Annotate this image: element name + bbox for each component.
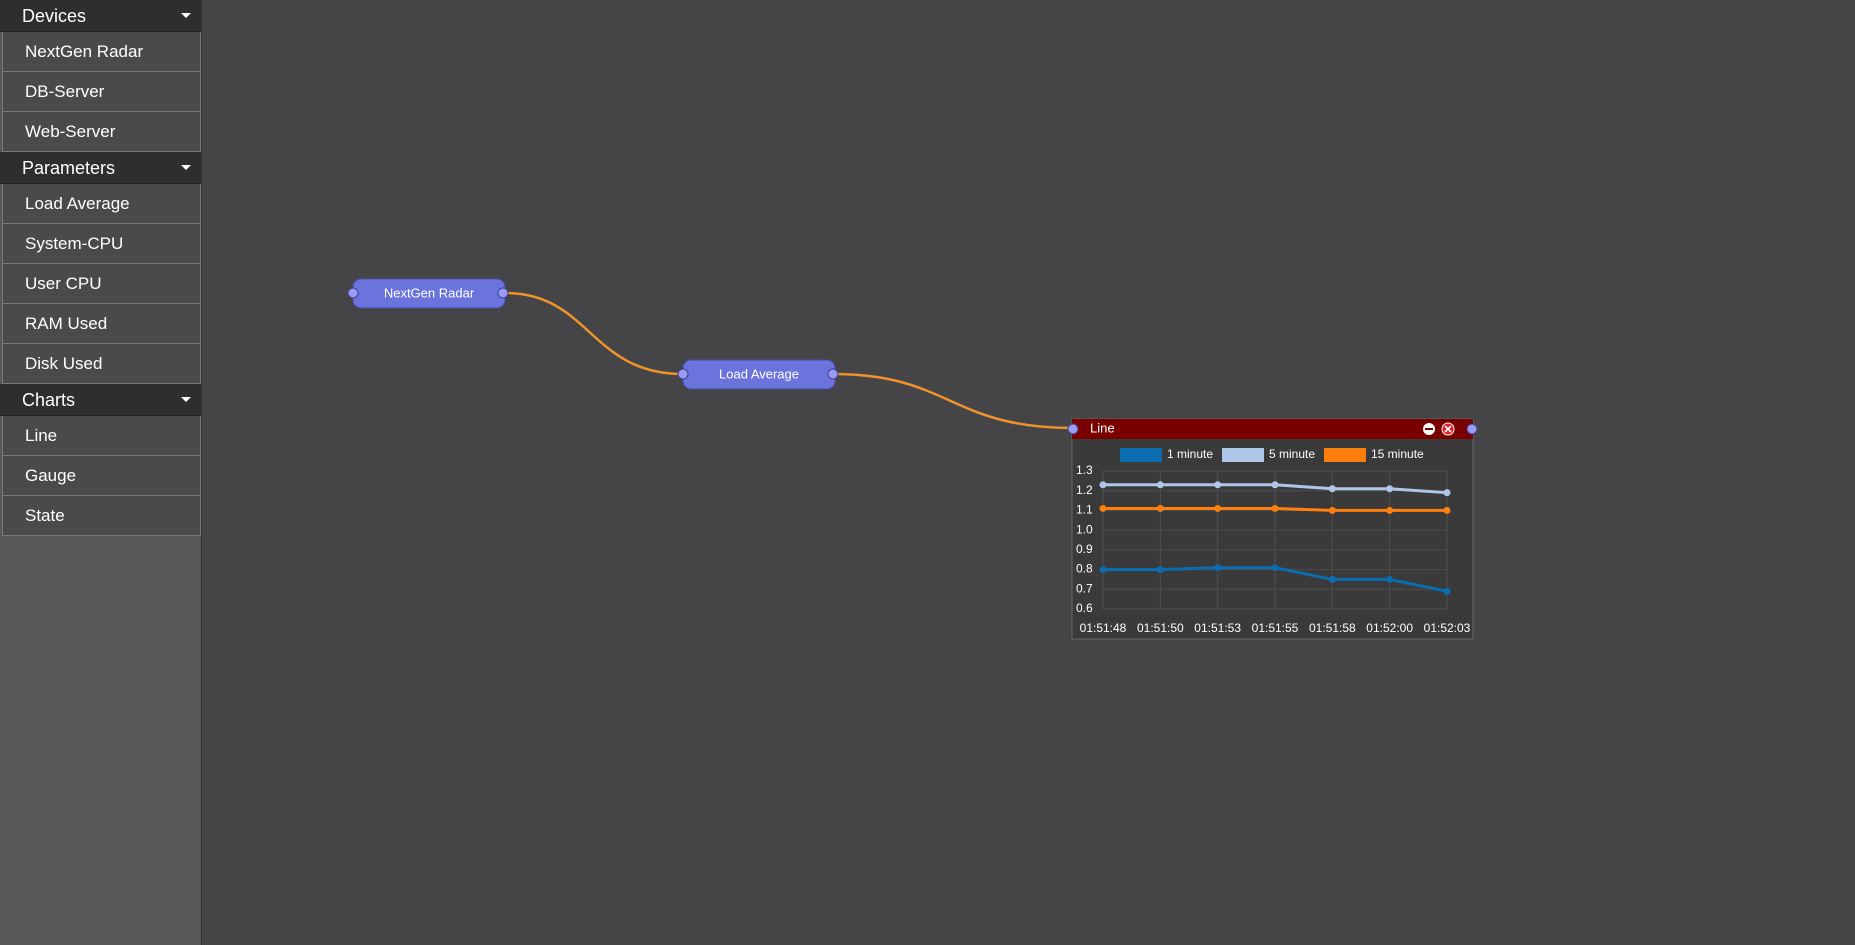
section-header[interactable]: Devices bbox=[0, 0, 201, 32]
x-tick-label: 01:51:58 bbox=[1309, 621, 1356, 635]
data-point bbox=[1328, 506, 1336, 514]
palette-item[interactable]: NextGen Radar bbox=[2, 32, 201, 72]
data-point bbox=[1156, 481, 1164, 489]
data-point bbox=[1156, 566, 1164, 574]
sidebar: Devices NextGen Radar DB-Server Web-Server P… bbox=[0, 0, 202, 945]
port[interactable] bbox=[677, 368, 689, 380]
data-point bbox=[1214, 481, 1222, 489]
palette-item[interactable]: Disk Used bbox=[2, 344, 201, 384]
x-tick-label: 01:51:48 bbox=[1080, 621, 1127, 635]
x-tick-label: 01:51:55 bbox=[1252, 621, 1299, 635]
data-point bbox=[1099, 504, 1107, 512]
y-tick-label: 1.2 bbox=[1076, 483, 1093, 497]
legend-swatch bbox=[1324, 448, 1366, 462]
data-point bbox=[1443, 489, 1451, 497]
palette-item[interactable]: System-CPU bbox=[2, 224, 201, 264]
data-point bbox=[1271, 504, 1279, 512]
palette-item[interactable]: Line bbox=[2, 416, 201, 456]
x-tick-label: 01:51:50 bbox=[1137, 621, 1184, 635]
data-point bbox=[1271, 564, 1279, 572]
data-point bbox=[1214, 564, 1222, 572]
palette-item[interactable]: RAM Used bbox=[2, 304, 201, 344]
port[interactable] bbox=[347, 287, 359, 299]
data-point bbox=[1328, 485, 1336, 493]
wire bbox=[504, 291, 684, 376]
y-tick-label: 1.1 bbox=[1076, 503, 1093, 517]
data-point bbox=[1386, 575, 1394, 583]
port[interactable] bbox=[1466, 423, 1478, 435]
data-point bbox=[1386, 485, 1394, 493]
legend-label: 15 minute bbox=[1371, 447, 1424, 461]
x-tick-label: 01:51:53 bbox=[1194, 621, 1241, 635]
y-tick-label: 0.6 bbox=[1076, 601, 1093, 615]
data-point bbox=[1328, 575, 1336, 583]
node-label: Load Average bbox=[719, 366, 799, 381]
widget-titlebar bbox=[1072, 419, 1473, 439]
data-point bbox=[1156, 504, 1164, 512]
x-tick-label: 01:52:03 bbox=[1424, 621, 1471, 635]
palette-item[interactable]: Web-Server bbox=[2, 112, 201, 152]
data-point bbox=[1386, 506, 1394, 514]
node-label: NextGen Radar bbox=[384, 285, 475, 300]
legend-label: 5 minute bbox=[1269, 447, 1315, 461]
section-header[interactable]: Charts bbox=[0, 384, 201, 416]
port[interactable] bbox=[497, 287, 509, 299]
y-tick-label: 0.8 bbox=[1076, 562, 1093, 576]
close-icon bbox=[1444, 425, 1452, 433]
section-header[interactable]: Parameters bbox=[0, 152, 201, 184]
data-point bbox=[1099, 481, 1107, 489]
minimize-icon bbox=[1425, 428, 1433, 430]
legend-label: 1 minute bbox=[1167, 447, 1213, 461]
data-point bbox=[1443, 587, 1451, 595]
y-tick-label: 1.3 bbox=[1076, 463, 1093, 477]
data-point bbox=[1443, 506, 1451, 514]
y-tick-label: 0.9 bbox=[1076, 542, 1093, 556]
data-point bbox=[1099, 566, 1107, 574]
data-point bbox=[1214, 504, 1222, 512]
palette-item[interactable]: Gauge bbox=[2, 456, 201, 496]
wire bbox=[832, 372, 1074, 430]
port[interactable] bbox=[827, 368, 839, 380]
y-tick-label: 0.7 bbox=[1076, 581, 1093, 595]
palette-item[interactable]: User CPU bbox=[2, 264, 201, 304]
chart-widget: Line 0.6 0.7 0.8 0.9 1.0 1.1 1.2 1.3 01:51:48 01:… bbox=[1067, 418, 1478, 640]
y-tick-label: 1.0 bbox=[1076, 522, 1093, 536]
x-tick-label: 01:52:00 bbox=[1366, 621, 1413, 635]
port[interactable] bbox=[1067, 423, 1079, 435]
widget-title: Line bbox=[1090, 420, 1115, 435]
legend-swatch bbox=[1120, 448, 1162, 462]
palette-item[interactable]: DB-Server bbox=[2, 72, 201, 112]
palette-item[interactable]: State bbox=[2, 496, 201, 536]
palette-item[interactable]: Load Average bbox=[2, 184, 201, 224]
legend-swatch bbox=[1222, 448, 1264, 462]
data-point bbox=[1271, 481, 1279, 489]
